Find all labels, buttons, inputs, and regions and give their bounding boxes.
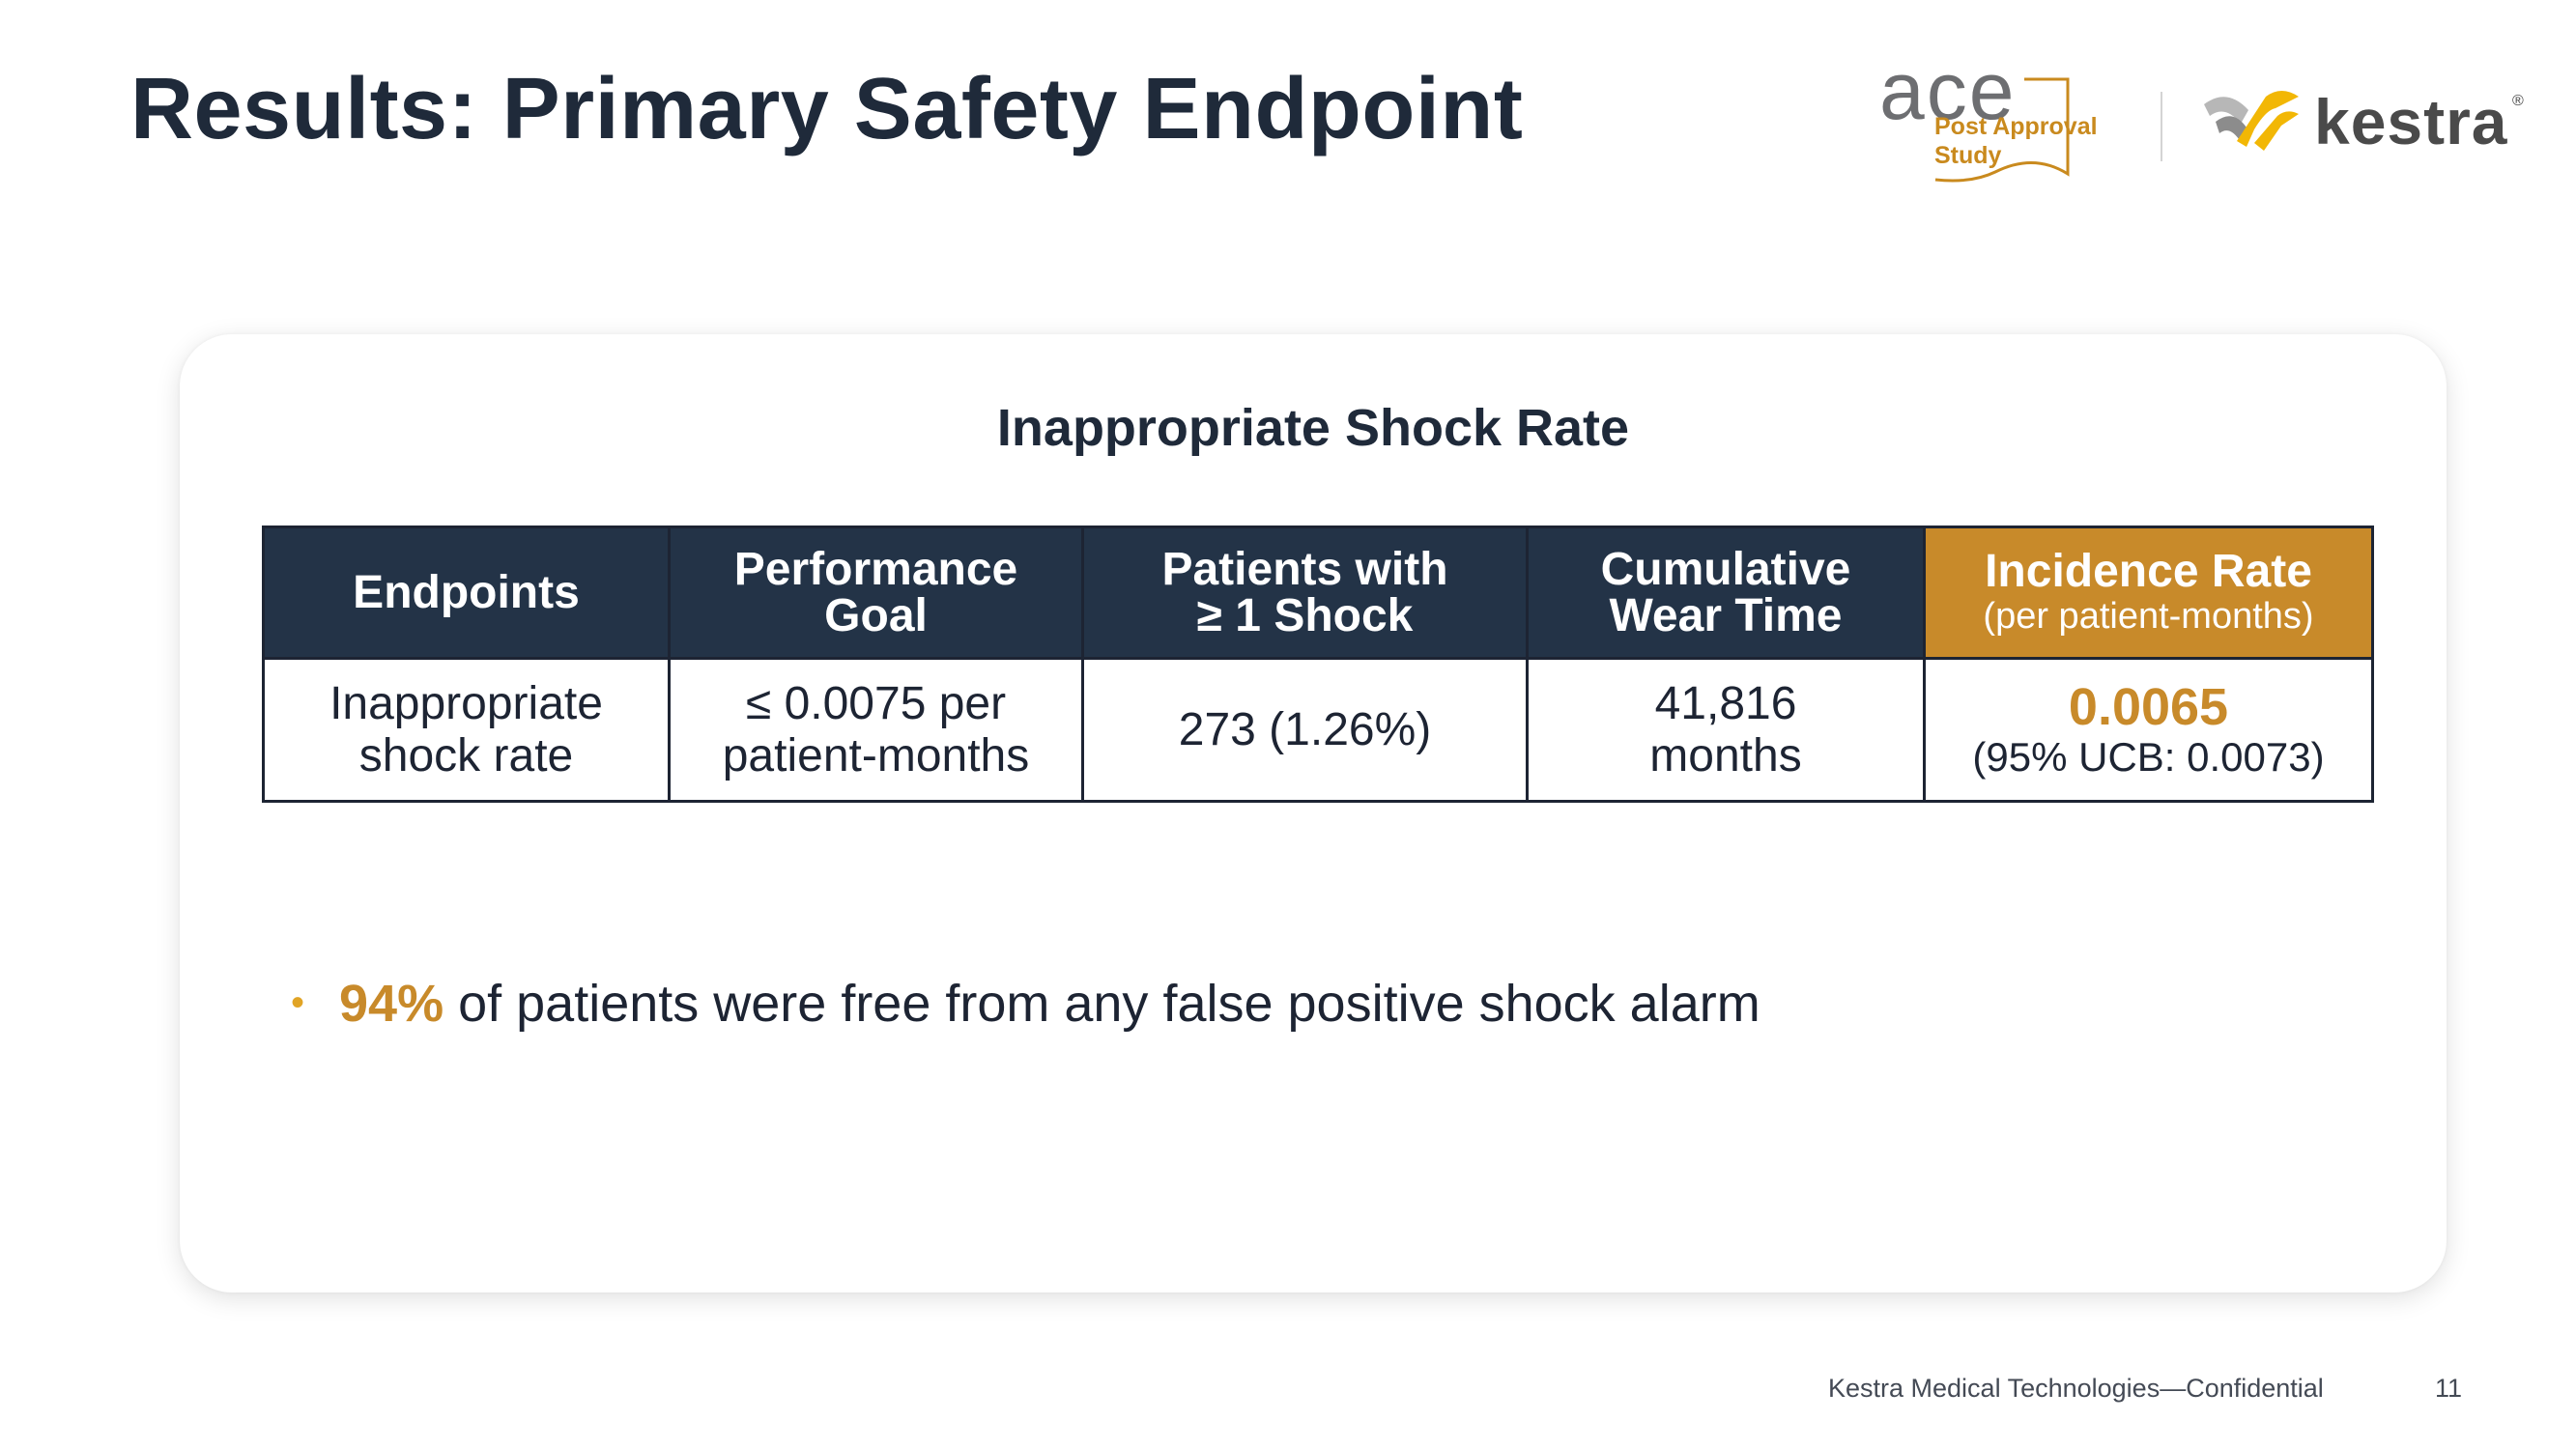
ace-logo-word: ace [1879,45,2017,136]
header-performance-goal: Performance Goal [668,526,1084,660]
cell-text: Inappropriate [329,677,603,729]
cell-text: shock rate [358,729,574,781]
logo-divider [2161,92,2162,161]
bullet-dot-icon: • [291,981,305,1024]
incidence-rate-ci: (95% UCB: 0.0073) [1972,733,2325,780]
ace-logo-frame [1934,77,2070,183]
safety-endpoint-table: Endpoints Performance Goal Patients with… [262,526,2374,803]
cell-cumulative-wear-time: 41,816 months [1526,657,1926,803]
header-patients-with-shock: Patients with ≥ 1 Shock [1081,526,1529,660]
cell-patients-with-shock: 273 (1.26%) [1081,657,1529,803]
kestra-logo: kestra ® [2198,83,2527,160]
header-sublabel: (per patient-months) [1983,595,2314,637]
cell-performance-goal: ≤ 0.0075 per patient-months [668,657,1084,803]
bullet-point: • 94% of patients were free from any fals… [291,974,1760,1034]
bullet-text: of patients were free from any false pos… [444,975,1760,1033]
header-label: ≥ 1 Shock [1196,589,1414,641]
table-header-row: Endpoints Performance Goal Patients with… [262,526,2374,660]
cell-text: ≤ 0.0075 per [745,677,1007,729]
header-endpoints: Endpoints [262,526,671,660]
cell-endpoint: Inappropriate shock rate [262,657,671,803]
ace-logo: ace Post Approval Study [1879,50,2121,193]
cell-text: months [1649,729,1802,781]
table-row: Inappropriate shock rate ≤ 0.0075 per pa… [262,657,2374,803]
registered-mark: ® [2512,93,2524,109]
slide-title: Results: Primary Safety Endpoint [130,61,1524,157]
bullet-highlight: 94% [339,975,444,1033]
header-label: Incidence Rate [1985,545,2312,597]
cell-incidence-rate: 0.0065 (95% UCB: 0.0073) [1923,657,2374,803]
header-label: Goal [824,589,928,641]
table-title: Inappropriate Shock Rate [996,399,1630,457]
header-label: Wear Time [1609,589,1843,641]
header-incidence-rate: Incidence Rate (per patient-months) [1923,526,2374,660]
kestra-mark-icon [2204,91,2299,151]
header-label: Performance [733,543,1018,595]
incidence-rate-value: 0.0065 [2068,677,2229,736]
header-label: Patients with [1161,543,1448,595]
cell-text: 41,816 [1654,677,1797,729]
header-cumulative-wear-time: Cumulative Wear Time [1526,526,1926,660]
header-label: Cumulative [1600,543,1851,595]
page-number: 11 [2435,1374,2463,1403]
ace-subtitle-line1: Post Approval [1934,113,2098,140]
results-card: Inappropriate Shock Rate Endpoints Perfo… [180,334,2447,1293]
cell-text: patient-months [722,729,1030,781]
ace-subtitle-line2: Study [1934,142,2002,169]
header-label: Endpoints [353,566,580,618]
kestra-wordmark: kestra [2314,86,2508,157]
ace-logo-subtitle: Post Approval Study [1934,112,2098,170]
footer-confidential: Kestra Medical Technologies—Confidential [1828,1374,2324,1403]
